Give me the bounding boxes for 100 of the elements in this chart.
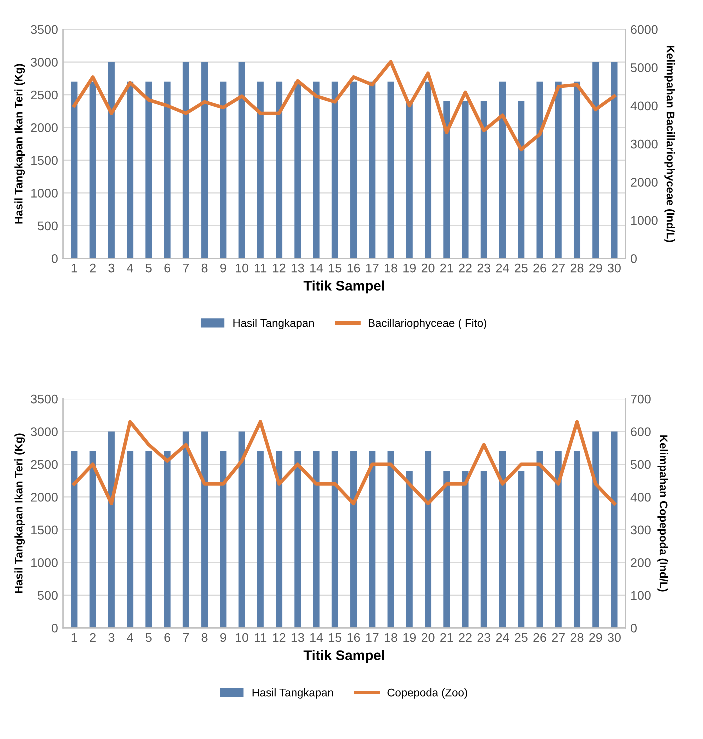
x-tick-label: 18 bbox=[385, 264, 398, 273]
x-tick-label: 5 bbox=[146, 633, 152, 642]
y-tick-label: 500 bbox=[38, 591, 58, 600]
x-tick-label: 15 bbox=[329, 264, 342, 273]
bar bbox=[238, 62, 246, 259]
bar bbox=[257, 82, 264, 259]
bar bbox=[444, 471, 450, 628]
bar bbox=[202, 62, 208, 259]
bar bbox=[536, 82, 544, 259]
x-tick-label: 12 bbox=[273, 264, 286, 273]
bar bbox=[332, 451, 338, 628]
y2-tick-label: 600 bbox=[631, 428, 651, 436]
x-tick-label: 2 bbox=[90, 264, 96, 273]
x-tick-label: 6 bbox=[164, 264, 170, 273]
x-tick-label: 11 bbox=[255, 264, 267, 273]
bar bbox=[388, 451, 394, 628]
x-tick-label: 27 bbox=[552, 633, 565, 642]
bar bbox=[406, 471, 413, 628]
y2-tick-label: 100 bbox=[631, 591, 651, 600]
y-tick-label: 0 bbox=[52, 254, 58, 264]
x-tick-label: 13 bbox=[292, 633, 304, 642]
x-tick-label: 3 bbox=[108, 633, 115, 642]
x-tick-label: 9 bbox=[220, 633, 226, 642]
x-tick-label: 7 bbox=[183, 633, 190, 642]
y2-tick-label: 2000 bbox=[631, 178, 658, 187]
x-tick-label: 23 bbox=[478, 264, 491, 273]
x-tick-label: 20 bbox=[422, 633, 435, 642]
bar bbox=[127, 451, 134, 628]
bar bbox=[220, 82, 227, 259]
x-tick-label: 23 bbox=[478, 633, 491, 642]
y2-tick-label: 400 bbox=[630, 493, 651, 502]
y2-tick-label: 1000 bbox=[631, 216, 658, 226]
y-tick-label: 3000 bbox=[31, 428, 58, 436]
x-tick-label: 12 bbox=[273, 633, 286, 642]
x-tick-label: 21 bbox=[440, 264, 454, 273]
bar bbox=[182, 62, 190, 259]
y-tick-label: 1000 bbox=[32, 188, 58, 198]
y2-tick-label: 6000 bbox=[631, 25, 658, 34]
y2-tick-label: 500 bbox=[631, 460, 651, 470]
y2-axis-title: Kelimpahan Bacillariophyceae (Ind/L) bbox=[664, 46, 675, 242]
bar bbox=[276, 451, 283, 628]
y-tick-label: 2500 bbox=[31, 90, 58, 100]
bar bbox=[425, 82, 432, 259]
bar bbox=[480, 471, 488, 628]
x-tick-label: 26 bbox=[534, 264, 546, 273]
bar bbox=[313, 451, 320, 628]
bar bbox=[518, 471, 525, 628]
x-tick-label: 19 bbox=[404, 633, 416, 642]
bar bbox=[182, 432, 190, 628]
bar bbox=[332, 82, 338, 259]
y2-tick-label: 0 bbox=[631, 624, 637, 633]
bar bbox=[71, 82, 78, 259]
x-tick-label: 15 bbox=[329, 633, 342, 642]
bar bbox=[592, 62, 600, 259]
bar bbox=[146, 82, 152, 259]
x-tick-label: 9 bbox=[220, 264, 226, 273]
bar bbox=[238, 432, 246, 628]
bar bbox=[202, 432, 208, 628]
y-tick-label: 1000 bbox=[32, 558, 58, 568]
y-tick-label: 2500 bbox=[31, 460, 58, 470]
bar bbox=[220, 451, 227, 628]
bar bbox=[294, 451, 302, 628]
x-tick-label: 18 bbox=[385, 633, 398, 642]
x-tick-label: 22 bbox=[459, 633, 472, 642]
bar bbox=[444, 102, 450, 259]
bar bbox=[108, 62, 115, 259]
y2-tick-label: 200 bbox=[631, 558, 651, 568]
bar bbox=[611, 432, 618, 628]
x-tick-label: 20 bbox=[422, 264, 435, 273]
x-tick-label: 14 bbox=[310, 264, 324, 273]
y-tick-label: 3500 bbox=[31, 394, 58, 404]
bar bbox=[350, 451, 358, 628]
bar bbox=[146, 451, 152, 628]
x-tick-label: 30 bbox=[608, 264, 621, 273]
y2-tick-label: 700 bbox=[631, 394, 651, 404]
x-tick-label: 1 bbox=[72, 633, 78, 642]
bar bbox=[500, 82, 506, 259]
bar bbox=[108, 432, 115, 628]
bar bbox=[500, 451, 506, 628]
y2-tick-label: 3000 bbox=[631, 140, 658, 149]
bar bbox=[257, 451, 264, 628]
bar bbox=[574, 451, 581, 628]
bar bbox=[127, 82, 134, 259]
bar bbox=[536, 451, 544, 628]
x-tick-label: 21 bbox=[440, 633, 454, 642]
y-tick-label: 1500 bbox=[32, 526, 58, 535]
x-tick-label: 8 bbox=[202, 633, 208, 642]
bar bbox=[71, 451, 78, 628]
x-tick-label: 25 bbox=[515, 633, 528, 642]
x-tick-label: 28 bbox=[570, 633, 584, 642]
x-tick-label: 10 bbox=[236, 264, 249, 273]
x-tick-label: 4 bbox=[127, 264, 134, 273]
y-tick-label: 3000 bbox=[31, 58, 58, 67]
y-tick-label: 2000 bbox=[31, 493, 58, 502]
x-tick-label: 7 bbox=[183, 264, 190, 273]
y-tick-label: 3500 bbox=[31, 25, 58, 34]
x-tick-label: 8 bbox=[202, 264, 208, 273]
y-tick-label: 0 bbox=[52, 624, 58, 633]
x-tick-label: 26 bbox=[534, 633, 546, 642]
x-tick-label: 6 bbox=[164, 633, 170, 642]
